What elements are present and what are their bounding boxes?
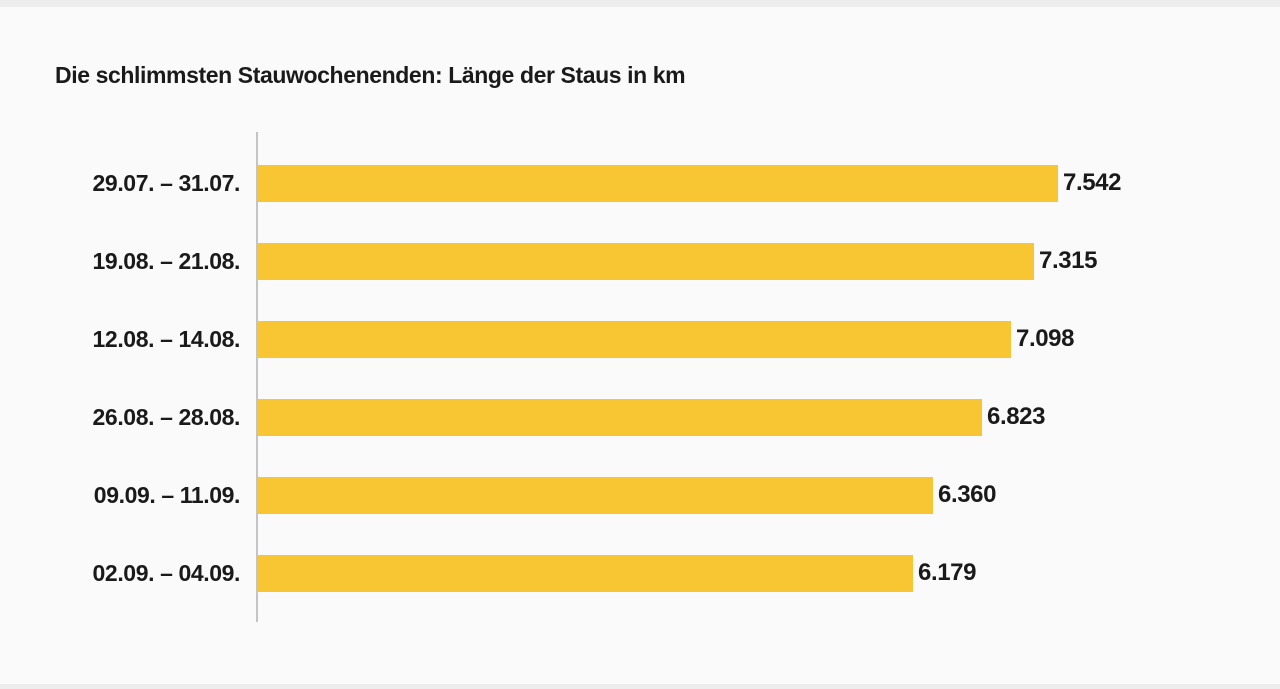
y-axis-line bbox=[256, 132, 258, 622]
bar-row: 02.09. – 04.09. 6.179 bbox=[0, 534, 1280, 612]
category-label: 29.07. – 31.07. bbox=[92, 169, 241, 196]
bar bbox=[258, 476, 933, 514]
bar-row: 29.07. – 31.07. 7.542 bbox=[0, 144, 1280, 222]
category-label: 02.09. – 04.09. bbox=[92, 559, 241, 586]
bottom-edge-strip bbox=[0, 684, 1280, 689]
bar-rows: 29.07. – 31.07. 7.542 19.08. – 21.08. 7.315… bbox=[0, 144, 1280, 612]
bar-row: 26.08. – 28.08. 6.823 bbox=[0, 378, 1280, 456]
category-label: 19.08. – 21.08. bbox=[92, 247, 241, 274]
category-label: 09.09. – 11.09. bbox=[93, 481, 241, 508]
value-label: 7.315 bbox=[1039, 247, 1098, 274]
category-label: 26.08. – 28.08. bbox=[92, 403, 241, 430]
chart-title: Die schlimmsten Stauwochenenden: Länge d… bbox=[55, 62, 686, 88]
bar-row: 12.08. – 14.08. 7.098 bbox=[0, 300, 1280, 378]
value-label: 6.823 bbox=[987, 403, 1046, 430]
bar-row: 19.08. – 21.08. 7.315 bbox=[0, 222, 1280, 300]
bar bbox=[258, 398, 982, 436]
top-edge-strip bbox=[0, 0, 1280, 7]
bar bbox=[258, 320, 1011, 358]
category-label: 12.08. – 14.08. bbox=[92, 325, 241, 352]
bar bbox=[258, 242, 1034, 280]
value-label: 7.098 bbox=[1016, 325, 1075, 352]
value-label: 6.179 bbox=[918, 559, 977, 586]
value-label: 7.542 bbox=[1063, 169, 1122, 196]
bar bbox=[258, 554, 913, 592]
bar-row: 09.09. – 11.09. 6.360 bbox=[0, 456, 1280, 534]
value-label: 6.360 bbox=[938, 481, 997, 508]
bar bbox=[258, 164, 1058, 202]
